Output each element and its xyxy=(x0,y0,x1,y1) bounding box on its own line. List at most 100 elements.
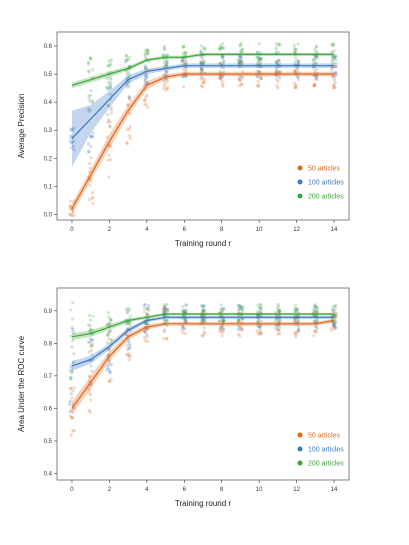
scatter-point xyxy=(68,386,72,391)
scatter-point xyxy=(164,69,168,73)
scatter-point xyxy=(70,213,74,217)
scatter-point xyxy=(293,84,298,89)
scatter-point xyxy=(296,323,300,327)
scatter-point xyxy=(71,327,75,331)
scatter-point xyxy=(219,46,223,50)
scatter-point xyxy=(258,310,262,314)
scatter-point xyxy=(218,329,222,334)
scatter-point xyxy=(108,62,113,66)
scatter-point xyxy=(217,46,222,50)
scatter-point xyxy=(90,338,94,342)
legend-label-2: 100 articles xyxy=(308,447,344,454)
scatter-point xyxy=(180,59,184,64)
scatter-point xyxy=(161,306,165,311)
scatter-point xyxy=(184,68,188,72)
scatter-point xyxy=(199,68,203,72)
scatter-point xyxy=(221,55,225,60)
scatter-point xyxy=(106,64,110,68)
scatter-point xyxy=(259,324,263,328)
scatter-point xyxy=(296,320,300,324)
scatter-point xyxy=(259,306,263,311)
scatter-point xyxy=(127,307,131,311)
legend-label-2: 100 articles xyxy=(308,180,344,187)
scatter-point xyxy=(146,326,150,331)
scatter-point xyxy=(183,310,187,314)
scatter-point xyxy=(166,79,170,83)
scatter-point xyxy=(87,109,91,114)
scatter-point xyxy=(330,326,334,330)
scatter-point xyxy=(315,56,319,60)
scatter-point xyxy=(71,126,75,130)
scatter-point xyxy=(89,134,93,138)
legend-label-3: 200 articles xyxy=(308,461,344,468)
scatter-point xyxy=(295,75,299,79)
scatter-point xyxy=(126,103,130,107)
scatter-point xyxy=(202,332,206,336)
scatter-point xyxy=(69,213,73,217)
scatter-point xyxy=(109,106,113,110)
scatter-point xyxy=(124,333,128,337)
scatter-point xyxy=(278,43,282,47)
scatter-point xyxy=(333,326,337,330)
scatter-point xyxy=(312,307,316,311)
scatter-point xyxy=(278,318,282,322)
scatter-point xyxy=(68,204,72,208)
scatter-point xyxy=(106,322,110,326)
y-tick-label: 0.6 xyxy=(44,44,53,50)
scatter-point xyxy=(313,324,318,329)
scatter-point xyxy=(239,43,243,47)
scatter-point xyxy=(69,377,73,381)
scatter-point xyxy=(127,339,131,343)
scatter-point xyxy=(128,343,132,347)
scatter-point xyxy=(106,333,110,337)
scatter-point xyxy=(125,57,129,62)
scatter-point xyxy=(106,104,110,108)
scatter-point xyxy=(126,58,130,62)
scatter-point xyxy=(330,50,334,54)
scatter-point xyxy=(164,318,168,322)
scatter-point xyxy=(314,62,318,66)
scatter-point xyxy=(297,325,301,330)
scatter-point xyxy=(181,75,185,79)
scatter-point xyxy=(237,61,241,65)
scatter-point xyxy=(314,310,318,314)
series-line-2 xyxy=(71,316,334,367)
scatter-point xyxy=(296,75,300,79)
scatter-point xyxy=(256,75,260,79)
scatter-point xyxy=(107,81,111,85)
scatter-point xyxy=(163,308,167,313)
scatter-point xyxy=(314,61,318,65)
scatter-point xyxy=(312,320,317,324)
scatter-point xyxy=(128,136,132,140)
scatter-point xyxy=(199,74,204,78)
scatter-point xyxy=(165,69,169,73)
scatter-point xyxy=(333,311,337,315)
scatter-point xyxy=(295,318,299,322)
scatter-point xyxy=(109,108,113,112)
scatter-point xyxy=(164,78,168,82)
scatter-point xyxy=(333,319,337,323)
scatter-point xyxy=(314,54,318,59)
scatter-point xyxy=(315,75,319,79)
scatter-point xyxy=(221,329,225,333)
scatter-point xyxy=(295,66,299,70)
scatter-point xyxy=(293,51,297,55)
scatter-point xyxy=(237,65,241,69)
scatter-point xyxy=(107,315,111,319)
scatter-point xyxy=(314,76,318,80)
scatter-point xyxy=(180,59,184,63)
scatter-point xyxy=(221,319,225,324)
scatter-point xyxy=(222,66,226,70)
scatter-point xyxy=(107,104,111,108)
scatter-point xyxy=(105,368,109,372)
scatter-point xyxy=(238,324,242,328)
scatter-point xyxy=(218,76,223,80)
scatter-point xyxy=(313,69,317,73)
scatter-point xyxy=(110,58,114,62)
scatter-point xyxy=(278,318,282,323)
legend-marker-2 xyxy=(297,446,303,452)
scatter-point xyxy=(334,72,338,76)
scatter-point xyxy=(257,332,261,336)
scatter-point xyxy=(199,54,203,59)
scatter-point xyxy=(333,313,337,317)
